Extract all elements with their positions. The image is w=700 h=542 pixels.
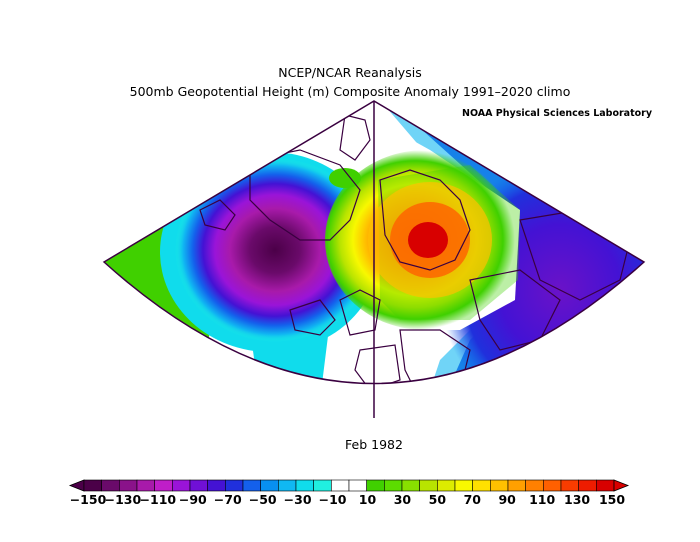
colorbar-swatch bbox=[331, 479, 350, 492]
colorbar-swatch bbox=[401, 479, 420, 492]
colorbar-tick-label: 150 bbox=[598, 492, 626, 507]
colorbar-tick-label: 130 bbox=[564, 492, 591, 507]
colorbar-swatch bbox=[83, 479, 102, 492]
colorbar-swatch bbox=[119, 479, 138, 492]
colorbar-swatch bbox=[454, 479, 473, 492]
credit-label: NOAA Physical Sciences Laboratory bbox=[462, 108, 653, 119]
colorbar-swatch bbox=[490, 479, 509, 492]
colorbar-swatch bbox=[384, 479, 403, 492]
colorbar-swatch bbox=[543, 479, 562, 492]
colorbar-tick-label: 50 bbox=[428, 492, 447, 507]
colorbar-swatch bbox=[507, 479, 526, 492]
colorbar-tick-label: −10 bbox=[318, 492, 347, 507]
colorbar-swatch bbox=[295, 479, 314, 492]
colorbar-swatch bbox=[189, 479, 208, 492]
colorbar-swatch bbox=[437, 479, 456, 492]
colorbar-swatch bbox=[101, 479, 120, 492]
chart-title: NCEP/NCAR Reanalysis bbox=[278, 65, 422, 80]
period-label: Feb 1982 bbox=[345, 437, 403, 452]
colorbar-tick-label: 90 bbox=[498, 492, 516, 507]
colorbar-swatch bbox=[260, 479, 279, 492]
colorbar-tick-label: 110 bbox=[529, 492, 556, 507]
colorbar-swatch bbox=[313, 479, 332, 492]
colorbar-tick-label: 10 bbox=[358, 492, 377, 507]
colorbar-tick-label: 70 bbox=[463, 492, 481, 507]
colorbar-swatch bbox=[596, 479, 615, 492]
colorbar-tick-label: −90 bbox=[178, 492, 207, 507]
colorbar-swatch bbox=[154, 479, 173, 492]
chart-subtitle: 500mb Geopotential Height (m) Composite … bbox=[129, 84, 571, 99]
colorbar-swatch bbox=[472, 479, 491, 492]
colorbar-swatch bbox=[172, 479, 191, 492]
colorbar-swatch bbox=[136, 479, 155, 492]
colorbar-swatch bbox=[578, 479, 597, 492]
anomaly-field bbox=[104, 101, 644, 384]
negative-center-greenland bbox=[175, 158, 375, 342]
colorbar-swatch bbox=[207, 479, 226, 492]
colorbar-tick-label: −50 bbox=[248, 492, 277, 507]
colorbar-tick-label: −130 bbox=[104, 492, 142, 507]
colorbar-arrow-left bbox=[68, 479, 85, 492]
colorbar-swatch bbox=[525, 479, 544, 492]
colorbar-arrow-right bbox=[613, 479, 630, 492]
colorbar-swatch bbox=[242, 479, 261, 492]
colorbar-tick-label: −110 bbox=[139, 492, 177, 507]
colorbar-swatch bbox=[560, 479, 579, 492]
colorbar-swatch bbox=[225, 479, 244, 492]
colorbar-swatch bbox=[419, 479, 438, 492]
colorbar-tick-label: −70 bbox=[213, 492, 242, 507]
colorbar-tick-label: 30 bbox=[393, 492, 412, 507]
colorbar-tick-label: −150 bbox=[69, 492, 107, 507]
colorbar-tick-label: −30 bbox=[283, 492, 312, 507]
colorbar-swatch bbox=[278, 479, 297, 492]
colorbar bbox=[68, 479, 630, 492]
colorbar-swatch bbox=[366, 479, 385, 492]
map-border bbox=[102, 100, 646, 385]
colorbar-swatch bbox=[348, 479, 367, 492]
